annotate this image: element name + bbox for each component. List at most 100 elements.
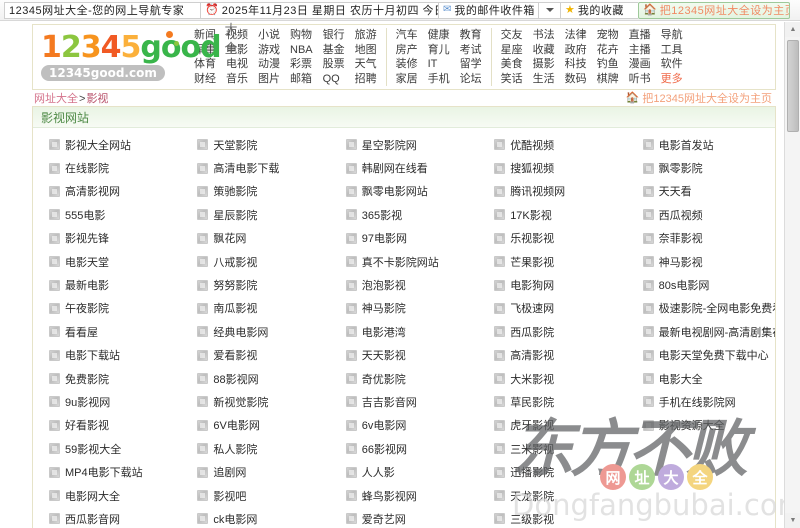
nav-item-健康[interactable]: 健康 [427, 29, 450, 41]
site-link[interactable]: 大米影视 [478, 367, 626, 390]
site-link[interactable]: 天天影视 [330, 344, 478, 367]
nav-item-育儿[interactable]: 育儿 [427, 43, 450, 56]
nav-item-招聘[interactable]: 招聘 [354, 72, 377, 85]
nav-item-更多[interactable]: 更多 [660, 72, 683, 85]
site-link[interactable]: 最新电视剧网-高清剧集在线 [627, 320, 775, 343]
site-link[interactable]: 看看屋 [33, 320, 181, 343]
nav-item-邮箱[interactable]: 邮箱 [290, 72, 312, 85]
nav-item-工具[interactable]: 工具 [660, 43, 683, 56]
nav-item-棋牌[interactable]: 棋牌 [596, 72, 619, 85]
site-link[interactable]: 努努影院 [181, 273, 329, 296]
nav-item-听书[interactable]: 听书 [628, 72, 651, 85]
site-link[interactable]: 59影视大全 [33, 437, 181, 460]
site-link[interactable]: 泡泡影视 [330, 273, 478, 296]
site-link[interactable]: 电影狗网 [478, 273, 626, 296]
nav-item-主播[interactable]: 主播 [628, 43, 651, 56]
nav-item-基金[interactable]: 基金 [322, 43, 345, 56]
site-link[interactable]: 吉吉影音网 [330, 390, 478, 413]
nav-item-星座[interactable]: 星座 [500, 43, 523, 56]
site-link[interactable]: 爱奇艺网 [330, 507, 478, 528]
site-link[interactable]: 88影视网 [181, 367, 329, 390]
site-link[interactable]: 6V电影网 [181, 414, 329, 437]
nav-item-手机[interactable]: 手机 [427, 72, 450, 85]
nav-item-电视[interactable]: 电视 [226, 58, 248, 71]
nav-item-新闻[interactable]: 新闻 [194, 29, 216, 41]
nav-item-家居[interactable]: 家居 [395, 72, 418, 85]
site-link[interactable]: 高清电影下载 [181, 156, 329, 179]
site-link[interactable]: 西瓜影院 [478, 320, 626, 343]
nav-item-汽车[interactable]: 汽车 [395, 29, 418, 41]
site-link[interactable]: 极速影院-全网电影免费看 [627, 297, 775, 320]
nav-item-美食[interactable]: 美食 [500, 58, 523, 71]
site-link[interactable]: 虎牙影视 [478, 414, 626, 437]
site-link[interactable]: 影视吧 [181, 484, 329, 507]
mail-dropdown-button[interactable] [538, 1, 560, 19]
site-link[interactable]: 神马影院 [330, 297, 478, 320]
site-link[interactable]: 搜狐视频 [478, 156, 626, 179]
site-link[interactable]: 高清影视网 [33, 180, 181, 203]
scroll-up-arrow-icon[interactable]: ▲ [785, 22, 800, 37]
nav-item-摄影[interactable]: 摄影 [532, 58, 555, 71]
nav-item-图片[interactable]: 图片 [258, 72, 280, 85]
site-link[interactable]: 乐视影视 [478, 227, 626, 250]
site-link[interactable]: 飘零影院 [627, 156, 775, 179]
site-link[interactable]: 优酷视频 [478, 133, 626, 156]
site-link[interactable]: 天堂影院 [181, 133, 329, 156]
site-link[interactable]: 6v电影网 [330, 414, 478, 437]
nav-item-游戏[interactable]: 游戏 [258, 43, 280, 56]
site-link[interactable]: 南瓜影视 [181, 297, 329, 320]
site-link[interactable]: 真不卡影院网站 [330, 250, 478, 273]
site-link[interactable]: 追剧网 [181, 460, 329, 483]
site-link[interactable]: 在线影院 [33, 156, 181, 179]
site-link[interactable]: 97电影网 [330, 227, 478, 250]
site-link[interactable]: 奈菲影视 [627, 227, 775, 250]
nav-item-软件[interactable]: 软件 [660, 58, 683, 71]
site-link[interactable]: 三米影视 [478, 437, 626, 460]
nav-item-宠物[interactable]: 宠物 [596, 29, 619, 41]
nav-item-政府[interactable]: 政府 [564, 43, 587, 56]
site-link[interactable]: ck电影网 [181, 507, 329, 528]
nav-item-导航[interactable]: 导航 [660, 29, 683, 41]
site-link[interactable]: 飞极速网 [478, 297, 626, 320]
set-homepage-box[interactable]: 🏠 把12345网址大全设为主页 [638, 1, 790, 19]
nav-item-留学[interactable]: 留学 [459, 58, 482, 71]
breadcrumb-set-homepage[interactable]: 🏠 把12345网址大全设为主页 [626, 90, 772, 106]
nav-item-军事[interactable]: 军事 [194, 43, 216, 56]
scroll-down-arrow-icon[interactable]: ▼ [785, 513, 800, 528]
site-logo[interactable]: 1 2 3 4 5 good 网址大全 12345good.com [33, 22, 238, 89]
nav-item-IT[interactable]: IT [427, 58, 438, 71]
site-link[interactable]: 影视先锋 [33, 227, 181, 250]
nav-item-装修[interactable]: 装修 [395, 58, 418, 71]
nav-item-旅游[interactable]: 旅游 [354, 29, 377, 41]
nav-item-电影[interactable]: 电影 [226, 43, 248, 56]
nav-item-钓鱼[interactable]: 钓鱼 [596, 58, 619, 71]
nav-item-视频[interactable]: 视频 [226, 29, 248, 41]
site-link[interactable]: 西瓜视频 [627, 203, 775, 226]
site-link[interactable]: 高清影视 [478, 344, 626, 367]
page-title-box[interactable]: 12345网址大全-您的网上导航专家 [4, 1, 200, 19]
site-link[interactable]: 好看影视 [33, 414, 181, 437]
nav-item-考试[interactable]: 考试 [459, 43, 482, 56]
site-link[interactable]: 新视觉影院 [181, 390, 329, 413]
date-info-box[interactable]: ⏰ 2025年11月23日 星期日 农历十月初四 今日 [200, 1, 438, 19]
nav-item-房产[interactable]: 房产 [395, 43, 418, 56]
site-link[interactable]: 电影大全 [627, 367, 775, 390]
site-link[interactable]: 腾讯视频网 [478, 180, 626, 203]
site-link[interactable]: 最新电影 [33, 273, 181, 296]
nav-item-直播[interactable]: 直播 [628, 29, 651, 41]
site-link[interactable]: MP4电影下载站 [33, 460, 181, 483]
site-link[interactable]: 天龙影院 [478, 484, 626, 507]
nav-item-书法[interactable]: 书法 [532, 29, 555, 41]
site-link[interactable]: 天天看 [627, 180, 775, 203]
nav-item-银行[interactable]: 银行 [322, 29, 345, 41]
nav-item-科技[interactable]: 科技 [564, 58, 587, 71]
nav-item-教育[interactable]: 教育 [459, 29, 482, 41]
site-link[interactable]: 365影视 [330, 203, 478, 226]
site-link[interactable]: 奇优影院 [330, 367, 478, 390]
nav-item-体育[interactable]: 体育 [194, 58, 216, 71]
site-link[interactable]: 电影天堂 [33, 250, 181, 273]
breadcrumb-root[interactable]: 网址大全 [34, 93, 78, 105]
site-link[interactable]: 17K影视 [478, 203, 626, 226]
site-link[interactable]: 三级影视 [478, 507, 626, 528]
nav-item-小说[interactable]: 小说 [258, 29, 280, 41]
